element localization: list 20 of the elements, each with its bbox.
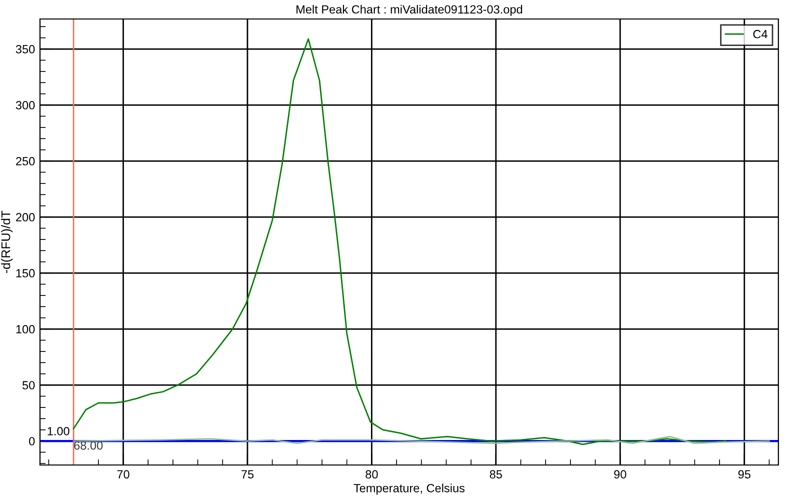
ref-line-label: 68.00 [74, 441, 103, 450]
y-tick-label: 200 [16, 213, 35, 222]
x-tick-label: 75 [242, 470, 254, 479]
x-tick-label: 80 [366, 470, 378, 479]
y-tick-label: 150 [16, 269, 35, 278]
x-tick-label: 85 [490, 470, 502, 479]
y-tick-label: 100 [16, 325, 35, 334]
x-tick-label: 95 [738, 470, 750, 479]
x-axis-title: Temperature, Celsius [354, 484, 465, 495]
y-axis-title: -d(RFU)/dT [1, 210, 13, 274]
y-tick-label: 50 [22, 381, 35, 390]
y-tick-label: 300 [16, 101, 35, 110]
y-tick-label: 250 [16, 157, 35, 166]
x-tick-label: 90 [614, 470, 626, 479]
y-tick-label: 350 [16, 45, 35, 54]
y-tick-label: 0 [29, 437, 35, 446]
legend-label: C4 [753, 30, 768, 38]
chart-title: Melt Peak Chart : miValidate091123-03.opd [296, 4, 522, 16]
x-tick-label: 70 [117, 470, 130, 479]
annotation: 1.00 [48, 426, 70, 436]
